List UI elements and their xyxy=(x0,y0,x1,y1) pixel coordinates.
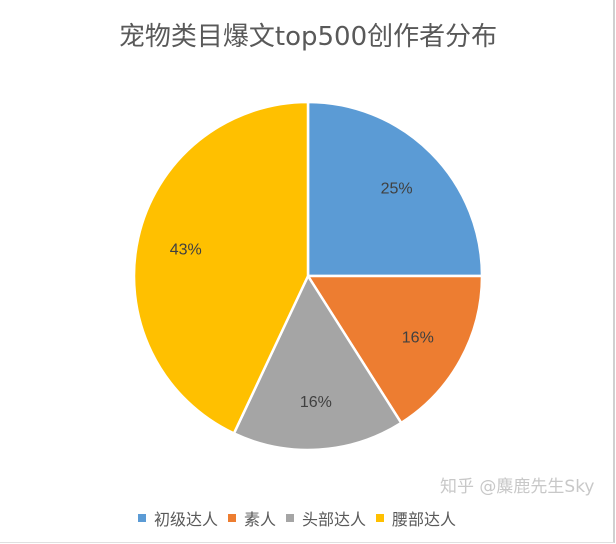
legend-item-1: 素人 xyxy=(228,506,276,530)
legend-swatch xyxy=(138,514,146,522)
legend-item-0: 初级达人 xyxy=(138,506,218,530)
watermark: 知乎 @麋鹿先生Sky xyxy=(440,477,595,497)
legend-swatch xyxy=(376,514,385,522)
data-label-2: 16% xyxy=(300,394,332,411)
chart-title: 宠物类目爆文top500创作者分布 xyxy=(118,22,498,52)
pie-slice-1 xyxy=(305,274,484,425)
data-label-0: 25% xyxy=(381,180,413,197)
legend-label: 头部达人 xyxy=(302,510,367,529)
legend-item-3: 腰部达人 xyxy=(376,506,456,530)
legend-swatch xyxy=(286,514,295,522)
legend-label: 素人 xyxy=(244,510,277,529)
legend-label: 腰部达人 xyxy=(392,510,457,529)
legend-swatch xyxy=(228,514,237,522)
pie-slice-2 xyxy=(232,273,403,452)
legend-label: 初级达人 xyxy=(154,510,219,529)
legend-item-2: 头部达人 xyxy=(286,506,366,530)
data-label-3: 43% xyxy=(170,242,202,259)
pie-slice-3 xyxy=(132,100,310,436)
pie-slice-0 xyxy=(306,100,484,278)
data-label-1: 16% xyxy=(402,329,434,346)
legend: 初级达人 素人 头部达人 腰部达人 xyxy=(138,506,466,530)
